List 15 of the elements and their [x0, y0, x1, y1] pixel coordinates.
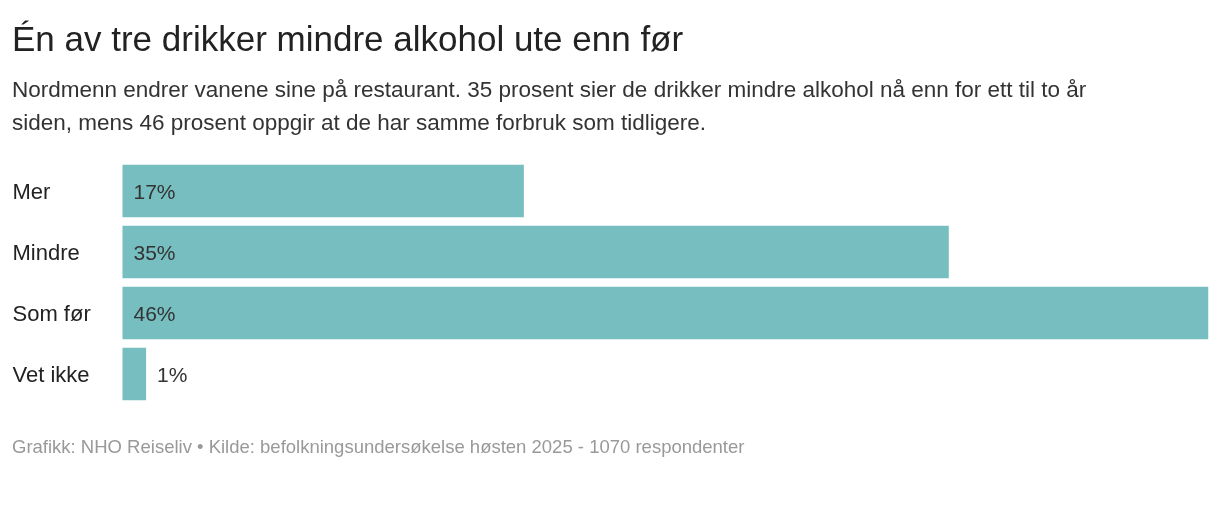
- bar: [122, 348, 147, 401]
- y-tick-label: Mindre: [12, 239, 80, 265]
- data-label: 17%: [133, 179, 176, 203]
- bar: [122, 287, 1209, 340]
- chart-title: Én av tre drikker mindre alkohol ute enn før: [12, 18, 684, 60]
- y-tick-label: Vet ikke: [12, 361, 90, 387]
- text: Grafikk: NHO Reiseliv • Kilde: befolkningsundersøkelse høsten 2025 - 1070 respondenter: [12, 435, 745, 460]
- bar: [122, 226, 949, 279]
- chart-subtitle: Nordmenn endrer vanene sine på restaurant. 35 prosent sier de drikker mindre alkohol nå enn for ett til to år siden, mens 46 prosent oppgir at de har samme forbruk som tidligere.: [12, 76, 1088, 137]
- data-label: 1%: [157, 362, 188, 386]
- bar: [122, 165, 524, 218]
- y-tick-label: Som før: [12, 300, 91, 326]
- y-tick-label: Mer: [12, 178, 51, 204]
- data-label: 35%: [133, 240, 176, 264]
- data-label: 46%: [133, 301, 176, 325]
